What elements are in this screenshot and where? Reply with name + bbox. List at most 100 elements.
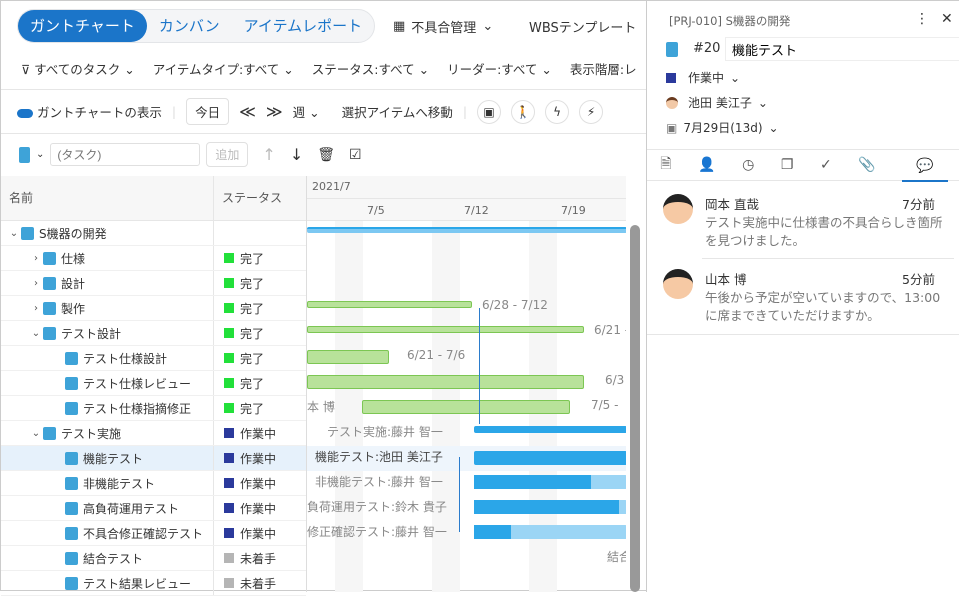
gantt-bar[interactable]	[307, 326, 584, 333]
gantt-bar[interactable]	[474, 426, 626, 433]
comment-time: 5分前	[902, 272, 935, 287]
prev-button[interactable]: ≪	[239, 102, 256, 121]
assignee-select[interactable]: 池田 美江子 ⌄	[666, 94, 768, 111]
table-row[interactable]: ⌄ S機器の開発	[1, 221, 306, 246]
tab-kanban[interactable]: カンバン	[158, 17, 220, 35]
lightning-icon[interactable]: ⚡	[579, 99, 604, 124]
bug-menu[interactable]: ▦ 不具合管理 ⌄	[393, 19, 494, 36]
status-select[interactable]: 作業中 ⌄	[666, 69, 740, 86]
user-icon[interactable]: 👤	[698, 157, 716, 173]
gantt-toolbar: ガントチャートの表示 | 今日 ≪ ≫ 週 ⌄ 選択アイテムへ移動 | ▣ 🚶 …	[17, 98, 604, 125]
filter-tasks[interactable]: ⊽ すべてのタスク ⌄	[21, 62, 135, 77]
gantt-bar-project[interactable]	[307, 227, 626, 233]
close-icon[interactable]: ✕	[941, 11, 953, 27]
table-row[interactable]: › 製作 完了	[1, 296, 306, 321]
today-button[interactable]: 今日	[186, 98, 230, 125]
gantt-bar[interactable]	[474, 500, 626, 514]
due-date-select[interactable]: ▣ 7月29日(13d) ⌄	[666, 120, 779, 136]
paperclip-icon[interactable]: 📎	[858, 157, 876, 173]
table-row[interactable]: テスト仕様設計 完了	[1, 346, 306, 371]
task-name: 設計	[61, 276, 86, 291]
expand-icon[interactable]: ›	[34, 277, 38, 289]
tab-item-report[interactable]: アイテムレポート	[243, 17, 363, 35]
task-tree: 名前 ステータス ⌄ S機器の開発 › 仕様 完了 › 設計 完了 › 製作 完了 ⌄ テスト設計 完了 テス…	[1, 176, 306, 596]
gantt-bar[interactable]	[474, 475, 626, 489]
copy-icon[interactable]: ❐	[780, 157, 794, 173]
task-input[interactable]	[50, 143, 201, 166]
table-row[interactable]: 不具合修正確認テスト 作業中	[1, 521, 306, 546]
expand-icon[interactable]: ⌄	[31, 427, 41, 439]
document-icon[interactable]: 🗎	[660, 156, 672, 172]
lightning-outline-icon[interactable]: ϟ	[545, 99, 570, 124]
task-icon	[65, 501, 78, 515]
table-row[interactable]: 高負荷運用テスト 作業中	[1, 496, 306, 521]
status-color	[224, 503, 234, 513]
detail-panel: [PRJ-010] S機器の開発 ⋮ ✕ #20 作業中 ⌄ 池田 美江子 ⌄ …	[646, 1, 959, 592]
divider	[1, 133, 646, 134]
task-name: 仕様	[61, 251, 86, 266]
expand-icon[interactable]: ⌄	[31, 327, 41, 339]
comment-icon[interactable]: 💬	[902, 158, 948, 182]
table-row[interactable]: › 設計 完了	[1, 271, 306, 296]
status-color	[224, 353, 234, 363]
task-name: テスト実施	[61, 426, 122, 441]
gantt-toggle[interactable]: ガントチャートの表示	[17, 102, 162, 121]
table-row[interactable]: › 仕様 完了	[1, 246, 306, 271]
folder-done-icon	[43, 301, 56, 315]
gantt-bar[interactable]	[474, 451, 626, 465]
task-status: 完了	[240, 326, 265, 341]
task-status: 完了	[240, 376, 265, 391]
bar-label: 7/5 -	[591, 398, 619, 412]
scale-select[interactable]: 週 ⌄	[292, 105, 320, 120]
wbs-template-menu[interactable]: WBSテンプレート	[529, 21, 637, 36]
next-button[interactable]: ≫	[265, 102, 283, 121]
expand-icon[interactable]: ›	[34, 302, 38, 314]
filter-level[interactable]: 表示階層:レ	[569, 62, 637, 77]
filter-item-type[interactable]: アイテムタイプ:すべて ⌄	[152, 62, 294, 77]
clock-icon[interactable]: ◷	[742, 157, 755, 173]
expand-icon[interactable]: ⌄	[9, 227, 19, 239]
table-row[interactable]: ⌄ テスト実施 作業中	[1, 421, 306, 446]
gantt-bar[interactable]	[307, 301, 472, 308]
move-up-icon[interactable]: ↑	[262, 145, 276, 164]
goto-selected-button[interactable]: 選択アイテムへ移動	[341, 105, 453, 120]
filter-status[interactable]: ステータス:すべて ⌄	[311, 62, 430, 77]
check-icon[interactable]: ✓	[819, 157, 832, 173]
task-type-icon[interactable]	[19, 146, 30, 163]
col-name: 名前	[1, 176, 214, 220]
table-row[interactable]: 結合テスト 未着手	[1, 546, 306, 571]
status-color	[224, 403, 234, 413]
gantt-bar[interactable]	[362, 400, 570, 414]
table-row[interactable]: テスト仕様レビュー 完了	[1, 371, 306, 396]
task-title-input[interactable]	[725, 37, 959, 61]
table-row[interactable]: ⌄ テスト設計 完了	[1, 321, 306, 346]
breadcrumb[interactable]: [PRJ-010] S機器の開発	[669, 14, 791, 28]
table-row[interactable]: テスト仕様指摘修正 完了	[1, 396, 306, 421]
task-status: 完了	[240, 351, 265, 366]
table-row[interactable]: 機能テスト 作業中	[1, 446, 306, 471]
dependency-arrow	[459, 457, 460, 532]
calendar-icon[interactable]: ▣	[477, 99, 502, 124]
task-name: S機器の開発	[39, 226, 107, 241]
table-row[interactable]: テスト結果レビュー 未着手	[1, 571, 306, 596]
tab-gantt[interactable]: ガントチャート	[18, 10, 147, 42]
status-color	[224, 528, 234, 538]
bar-label: テスト実施:藤井 智一	[327, 425, 443, 439]
task-icon	[666, 42, 678, 57]
trash-icon[interactable]: 🗑	[317, 146, 335, 163]
table-row[interactable]: 非機能テスト 作業中	[1, 471, 306, 496]
status-color	[224, 378, 234, 388]
move-down-icon[interactable]: ↓	[289, 145, 304, 164]
chevron-down-icon: ⌄	[482, 19, 494, 34]
gantt-bar[interactable]	[307, 375, 584, 389]
scrollbar[interactable]	[630, 225, 640, 592]
gantt-bar[interactable]	[474, 525, 626, 539]
checkbox-icon[interactable]: ☑	[349, 146, 362, 163]
task-name: 機能テスト	[83, 451, 144, 466]
walk-icon[interactable]: 🚶	[511, 99, 536, 124]
expand-icon[interactable]: ›	[34, 252, 38, 264]
gantt-bar[interactable]	[307, 350, 389, 364]
add-button[interactable]: 追加	[206, 142, 249, 167]
more-icon[interactable]: ⋮	[915, 11, 929, 27]
filter-leader[interactable]: リーダー:すべて ⌄	[447, 62, 552, 77]
